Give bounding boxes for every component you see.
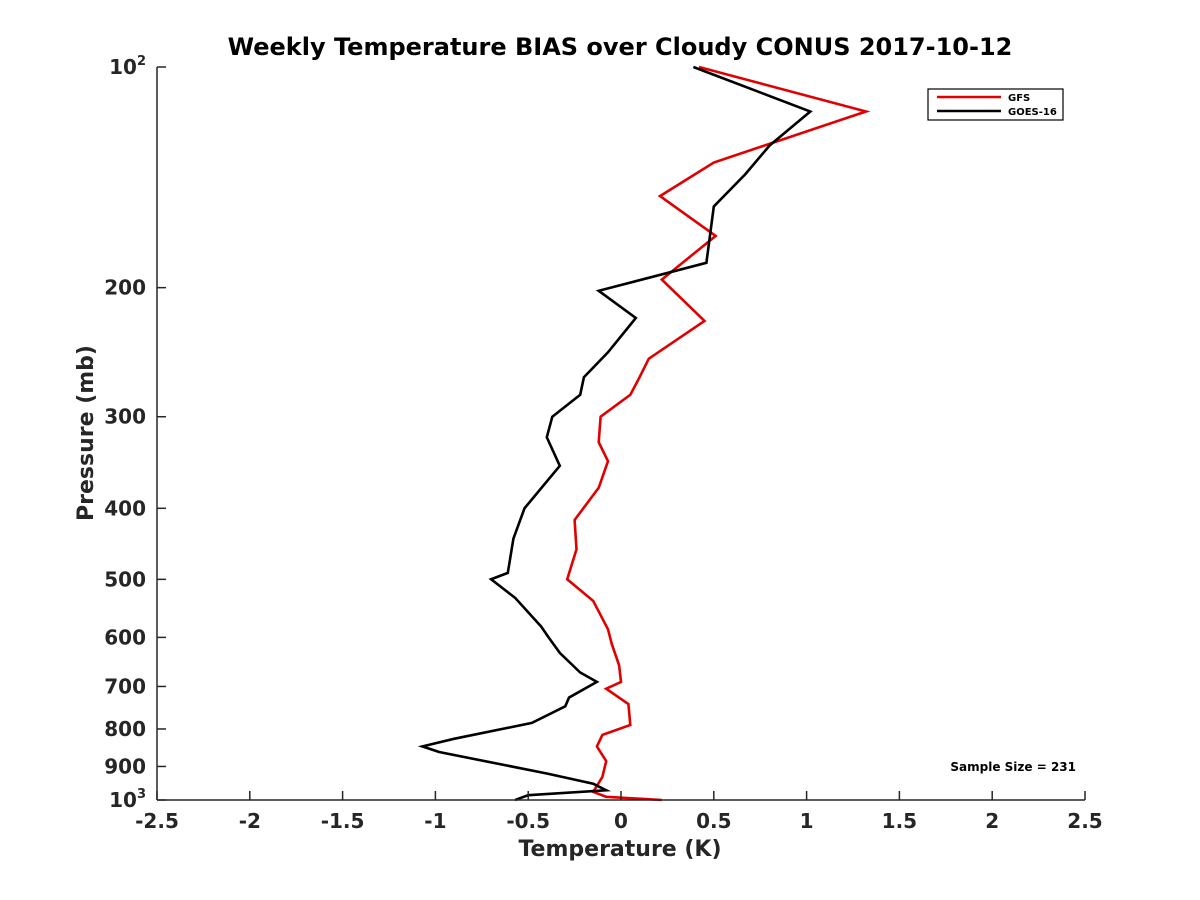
plot-area [417, 65, 871, 802]
axes: -2.5 -2 -1.5 -1 -0.5 0 0.5 1 1.5 2 2.5 102 200 300 400… [104, 54, 1102, 833]
y-tick-label: 800 [104, 717, 146, 741]
x-tick-label: -0.5 [506, 809, 550, 833]
x-tick-label: -2.5 [135, 809, 179, 833]
y-axis-label: Pressure (mb) [74, 345, 99, 521]
x-tick-label: 1 [800, 809, 814, 833]
x-tick-label: 0.5 [696, 809, 731, 833]
legend: GFS GOES-16 [927, 88, 1064, 121]
x-tick-label: 2.5 [1067, 809, 1102, 833]
x-tick-label: 2 [985, 809, 999, 833]
y-tick-label: 200 [104, 276, 146, 300]
legend-label-goes-16: GOES-16 [1008, 107, 1057, 118]
y-tick-label: 103 [109, 787, 146, 812]
chart-title: Weekly Temperature BIAS over Cloudy CONU… [228, 33, 1013, 61]
y-tick-label: 300 [104, 405, 146, 429]
series-line-gfs [565, 65, 871, 802]
x-axis-label: Temperature (K) [518, 837, 721, 862]
sample-size-annotation: Sample Size = 231 [950, 760, 1076, 774]
series-line-goes-16 [417, 65, 813, 802]
x-tick-label: 1.5 [882, 809, 917, 833]
legend-label-gfs: GFS [1008, 93, 1030, 104]
legend-box [927, 88, 1064, 121]
y-tick-label: 900 [104, 754, 146, 778]
x-tick-label: -2 [239, 809, 261, 833]
x-tick-label: -1 [424, 809, 446, 833]
y-tick-label: 500 [104, 567, 146, 591]
y-tick-label: 102 [109, 54, 146, 79]
x-tick-label: 0 [614, 809, 628, 833]
x-tick-label: -1.5 [321, 809, 365, 833]
y-tick-label: 700 [104, 674, 146, 698]
y-tick-label: 600 [104, 625, 146, 649]
y-tick-label: 400 [104, 496, 146, 520]
